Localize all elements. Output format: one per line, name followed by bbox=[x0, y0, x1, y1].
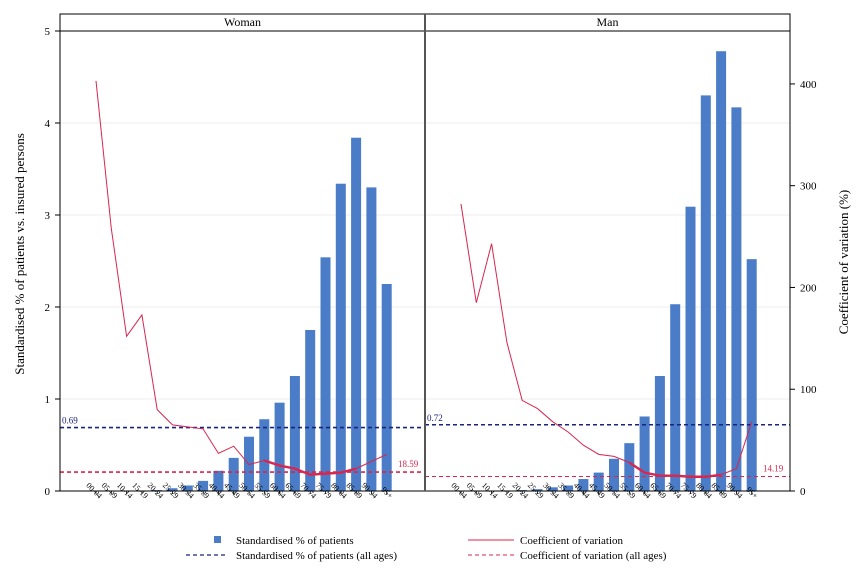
bar bbox=[609, 458, 619, 491]
legend-cv-label: Coefficient of variation bbox=[520, 535, 624, 547]
panel-woman: Woman0.6918.5900-0405-0910-1415-1920-242… bbox=[59, 13, 426, 501]
y-axis-title: Standardised % of patients vs. insured p… bbox=[12, 133, 27, 375]
bar bbox=[670, 304, 681, 491]
bar bbox=[381, 284, 392, 491]
ref-label-patients: 0.72 bbox=[427, 413, 443, 423]
panels-layer: Woman0.6918.5900-0405-0910-1415-1920-242… bbox=[59, 13, 791, 501]
y-tick-label: 4 bbox=[45, 118, 51, 130]
legend-ref-patients-label: Standardised % of patients (all ages) bbox=[236, 550, 397, 562]
y-tick-label: 5 bbox=[45, 26, 51, 38]
bar bbox=[305, 330, 316, 491]
bar bbox=[259, 419, 270, 491]
bar bbox=[366, 187, 377, 491]
left-y-axis: 0 1 2 3 4 5 bbox=[45, 26, 60, 498]
y-tick-label: 0 bbox=[45, 486, 51, 498]
right-y-axis: 0 100 200 300 400 bbox=[790, 79, 817, 498]
cv-line-thick bbox=[628, 461, 722, 478]
panel-title: Woman bbox=[224, 15, 261, 29]
bar bbox=[351, 137, 362, 491]
y-tick-label: 1 bbox=[45, 394, 51, 406]
bar bbox=[716, 51, 727, 492]
bar bbox=[228, 457, 239, 491]
bar bbox=[685, 206, 696, 491]
ref-label-patients: 0.69 bbox=[62, 416, 78, 426]
bar bbox=[639, 416, 650, 491]
legend-bars-label: Standardised % of patients bbox=[236, 535, 354, 547]
cv-line-thick bbox=[263, 459, 357, 476]
legend-ref-cv-label: Coefficient of variation (all ages) bbox=[520, 550, 667, 562]
bar bbox=[320, 257, 331, 491]
bar bbox=[654, 376, 665, 491]
panel-title: Man bbox=[597, 15, 619, 29]
legend: Standardised % of patients Coefficient o… bbox=[186, 535, 667, 562]
bar bbox=[274, 402, 285, 491]
bar bbox=[700, 95, 711, 492]
bar bbox=[578, 479, 589, 491]
bar bbox=[289, 376, 300, 491]
bar bbox=[198, 480, 209, 491]
y-tick-label: 2 bbox=[45, 302, 51, 314]
y2-tick-label: 0 bbox=[800, 486, 806, 498]
bar bbox=[335, 183, 346, 491]
bar bbox=[547, 487, 558, 491]
bar bbox=[182, 485, 193, 491]
ref-label-cv: 18.59 bbox=[398, 459, 419, 469]
bar bbox=[213, 470, 224, 491]
ref-label-cv: 14.19 bbox=[763, 464, 784, 474]
bar bbox=[167, 488, 178, 491]
y2-tick-label: 400 bbox=[800, 79, 817, 91]
bar bbox=[532, 489, 543, 491]
y2-tick-label: 200 bbox=[800, 282, 817, 294]
bar bbox=[593, 472, 604, 491]
y2-tick-label: 300 bbox=[800, 181, 817, 193]
bar bbox=[746, 259, 757, 491]
panel-man: Man0.7214.1900-0405-0910-1415-1920-2425-… bbox=[424, 13, 791, 501]
y2-axis-title: Coefficient of variation (%) bbox=[836, 190, 851, 335]
y2-tick-label: 100 bbox=[800, 384, 817, 396]
y-tick-label: 3 bbox=[45, 210, 51, 222]
bar bbox=[563, 485, 574, 491]
legend-bars-swatch bbox=[214, 536, 221, 543]
bar bbox=[731, 107, 742, 492]
bar bbox=[624, 443, 635, 491]
